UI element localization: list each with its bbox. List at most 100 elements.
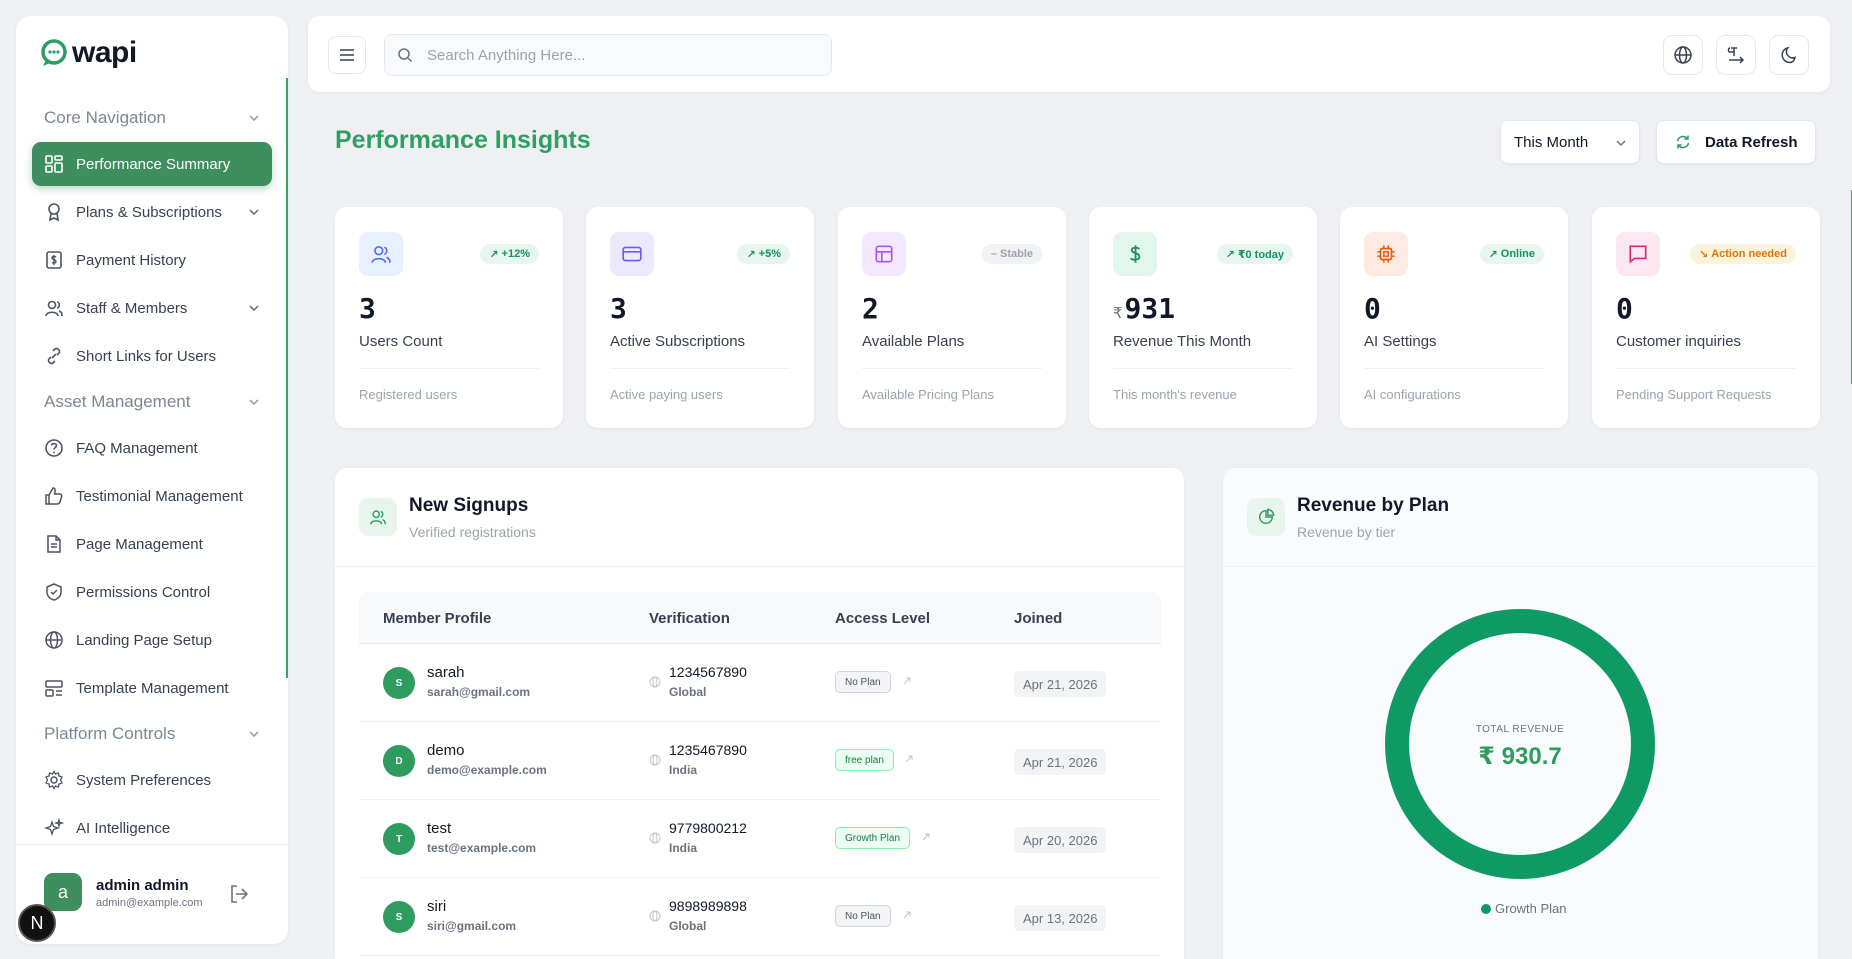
sidebar: wapi Core Navigation Performance Summary…: [16, 16, 288, 944]
total-revenue-value: ₹ 930.7: [1478, 743, 1562, 770]
table-row[interactable]: D demo demo@example.com 1235467890 India…: [359, 722, 1161, 800]
sidebar-item-label: Staff & Members: [76, 299, 188, 317]
sidebar-item-faq-management[interactable]: FAQ Management: [32, 426, 272, 470]
text-direction-button[interactable]: [1716, 35, 1756, 75]
sidebar-scrollbar[interactable]: [286, 78, 288, 678]
avatar: S: [383, 667, 415, 699]
search-box: [384, 34, 832, 76]
sidebar-item-plans-subscriptions[interactable]: Plans & Subscriptions: [32, 190, 272, 234]
theme-toggle-button[interactable]: [1769, 35, 1809, 75]
stat-label: Revenue This Month: [1113, 333, 1252, 350]
globe-icon: [649, 832, 661, 844]
sidebar-item-label: Landing Page Setup: [76, 631, 212, 649]
member-region: Global: [669, 919, 707, 933]
sidebar-item-label: System Preferences: [76, 771, 212, 789]
table-header: Member Profile Verification Access Level…: [359, 592, 1161, 644]
member-region: India: [669, 841, 698, 855]
sidebar-item-permissions-control[interactable]: Permissions Control: [32, 570, 272, 614]
arrow-up-right-icon[interactable]: [921, 832, 931, 842]
revenue-donut-chart[interactable]: TOTAL REVENUE ₹ 930.7: [1385, 609, 1655, 879]
stat-card-users[interactable]: ↗ +12% 3 Users Count Registered users: [335, 207, 563, 428]
menu-toggle-button[interactable]: [328, 36, 366, 74]
arrow-up-right-icon[interactable]: [902, 676, 912, 686]
plan-badge: No Plan: [835, 671, 891, 693]
data-refresh-button[interactable]: Data Refresh: [1656, 120, 1816, 164]
chevron-down-icon: [1616, 140, 1626, 147]
section-title: Platform Controls: [44, 724, 176, 743]
sidebar-item-label: Testimonial Management: [76, 487, 243, 505]
column-header: Access Level: [835, 610, 931, 627]
search-input[interactable]: [427, 46, 807, 64]
panel-subtitle: Revenue by tier: [1297, 524, 1396, 540]
refresh-icon: [1676, 135, 1690, 149]
stat-sub: AI configurations: [1364, 387, 1461, 402]
sidebar-item-staff-members[interactable]: Staff & Members: [32, 286, 272, 330]
gear-icon: [44, 770, 64, 790]
donut-slice-growth-plan[interactable]: [1385, 609, 1655, 879]
language-button[interactable]: [1663, 35, 1703, 75]
plan-badge: free plan: [835, 749, 894, 771]
period-select[interactable]: This Month: [1500, 120, 1640, 164]
joined-date: Apr 13, 2026: [1014, 905, 1107, 931]
sidebar-item-template-management[interactable]: Template Management: [32, 666, 272, 710]
app-logo[interactable]: wapi: [40, 36, 137, 70]
joined-date: Apr 20, 2026: [1014, 827, 1107, 853]
nextjs-dev-badge[interactable]: N: [18, 904, 56, 942]
sidebar-item-testimonial-management[interactable]: Testimonial Management: [32, 474, 272, 518]
stat-value: ₹931: [1113, 292, 1176, 325]
sidebar-item-landing-page-setup[interactable]: Landing Page Setup: [32, 618, 272, 662]
sidebar-item-ai-intelligence[interactable]: AI Intelligence: [32, 806, 272, 850]
divider: [610, 368, 790, 369]
panel-subtitle: Verified registrations: [409, 524, 536, 540]
stat-card-plans[interactable]: – Stable 2 Available Plans Available Pri…: [838, 207, 1066, 428]
divider: [1616, 368, 1796, 369]
section-asset-management[interactable]: Asset Management: [32, 382, 272, 422]
stat-card-ai-settings[interactable]: ↗ Online 0 AI Settings AI configurations: [1340, 207, 1568, 428]
section-platform-controls[interactable]: Platform Controls: [32, 714, 272, 754]
stat-label: Users Count: [359, 333, 443, 350]
globe-icon: [649, 910, 661, 922]
chevron-down-icon: [249, 731, 259, 738]
trend-badge: ↗ ₹0 today: [1216, 244, 1293, 264]
sidebar-item-payment-history[interactable]: Payment History: [32, 238, 272, 282]
template-icon: [44, 678, 64, 698]
avatar[interactable]: a: [44, 873, 82, 911]
stat-value: 2: [862, 292, 879, 325]
stat-label: Customer inquiries: [1616, 333, 1742, 350]
sidebar-item-label: AI Intelligence: [76, 819, 171, 837]
logout-icon[interactable]: [228, 883, 250, 905]
member-email: sarah@gmail.com: [427, 685, 531, 699]
sidebar-item-page-management[interactable]: Page Management: [32, 522, 272, 566]
stat-card-inquiries[interactable]: ↘ Action needed 0 Customer inquiries Pen…: [1592, 207, 1820, 428]
layout-icon: [862, 232, 906, 276]
table-row[interactable]: S siri siri@gmail.com 9898989898 Global …: [359, 878, 1161, 956]
stat-card-revenue[interactable]: ↗ ₹0 today ₹931 Revenue This Month This …: [1089, 207, 1317, 428]
divider: [1364, 368, 1544, 369]
member-region: Global: [669, 685, 707, 699]
stat-card-subscriptions[interactable]: ↗ +5% 3 Active Subscriptions Active payi…: [586, 207, 814, 428]
data-refresh-label: Data Refresh: [1705, 133, 1798, 151]
section-core-navigation[interactable]: Core Navigation: [32, 98, 272, 138]
panel-title: New Signups: [409, 495, 529, 516]
member-email: siri@gmail.com: [427, 919, 517, 933]
arrow-up-right-icon[interactable]: [902, 910, 912, 920]
sidebar-item-performance-summary[interactable]: Performance Summary: [32, 142, 272, 186]
sidebar-item-label: Short Links for Users: [76, 347, 217, 365]
signups-table: Member Profile Verification Access Level…: [359, 592, 1161, 956]
member-phone: 1235467890: [669, 742, 747, 758]
member-name: demo: [427, 742, 465, 759]
column-header: Verification: [649, 610, 730, 627]
sidebar-item-short-links[interactable]: Short Links for Users: [32, 334, 272, 378]
sidebar-item-system-preferences[interactable]: System Preferences: [32, 758, 272, 802]
panel-title: Revenue by Plan: [1297, 495, 1450, 516]
table-row[interactable]: T test test@example.com 9779800212 India…: [359, 800, 1161, 878]
user-name: admin admin: [96, 877, 189, 894]
member-name: siri: [427, 898, 447, 915]
donut-svg: [1385, 609, 1655, 879]
user-email: admin@example.com: [96, 897, 203, 909]
sidebar-item-label: Plans & Subscriptions: [76, 203, 222, 221]
help-circle-icon: [44, 438, 64, 458]
arrow-up-right-icon[interactable]: [904, 754, 914, 764]
dollar-icon: [1113, 232, 1157, 276]
table-row[interactable]: S sarah sarah@gmail.com 1234567890 Globa…: [359, 644, 1161, 722]
